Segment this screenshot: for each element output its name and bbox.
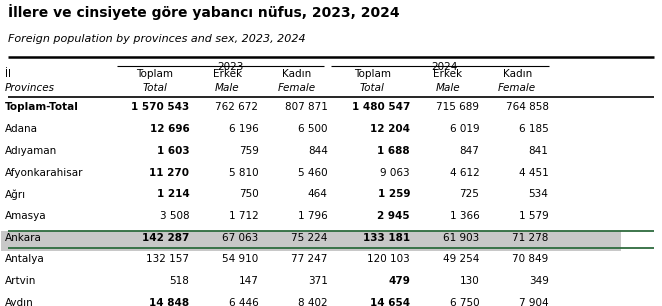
Text: 9 063: 9 063 [381,168,410,177]
Text: 11 270: 11 270 [149,168,189,177]
Text: Female: Female [498,83,536,93]
Text: Artvin: Artvin [5,276,36,286]
Text: 7 904: 7 904 [519,298,549,306]
Text: 762 672: 762 672 [216,103,258,112]
Text: Total: Total [359,83,385,93]
Text: 71 278: 71 278 [512,233,549,243]
Text: 6 185: 6 185 [519,124,549,134]
Text: 2023: 2023 [217,62,244,73]
Text: Foreign population by provinces and sex, 2023, 2024: Foreign population by provinces and sex,… [8,34,306,44]
Text: Aydın: Aydın [5,298,34,306]
Text: 61 903: 61 903 [443,233,479,243]
Text: 1 480 547: 1 480 547 [352,103,410,112]
Text: Amasya: Amasya [5,211,46,221]
Text: 67 063: 67 063 [222,233,258,243]
Text: 77 247: 77 247 [291,255,328,264]
Text: 5 460: 5 460 [298,168,328,177]
Text: Toplam: Toplam [136,69,173,79]
Text: Total: Total [142,83,167,93]
Text: 534: 534 [529,189,549,199]
FancyBboxPatch shape [1,231,621,251]
Text: 847: 847 [459,146,479,156]
Text: 479: 479 [388,276,410,286]
Text: 120 103: 120 103 [367,255,410,264]
Text: 49 254: 49 254 [443,255,479,264]
Text: İl: İl [5,69,11,79]
Text: 750: 750 [239,189,258,199]
Text: 133 181: 133 181 [363,233,410,243]
Text: 1 688: 1 688 [377,146,410,156]
Text: 12 696: 12 696 [150,124,189,134]
Text: 8 402: 8 402 [298,298,328,306]
Text: Adana: Adana [5,124,38,134]
Text: Kadın: Kadın [282,69,311,79]
Text: Adıyaman: Adıyaman [5,146,57,156]
Text: Toplam: Toplam [354,69,391,79]
Text: 6 446: 6 446 [229,298,258,306]
Text: Ağrı: Ağrı [5,189,26,200]
Text: 807 871: 807 871 [285,103,328,112]
Text: 1 570 543: 1 570 543 [131,103,189,112]
Text: 12 204: 12 204 [370,124,410,134]
Text: Ankara: Ankara [5,233,42,243]
Text: Erkek: Erkek [213,69,242,79]
Text: Erkek: Erkek [434,69,463,79]
Text: 6 750: 6 750 [449,298,479,306]
Text: 725: 725 [459,189,479,199]
Text: 142 287: 142 287 [142,233,189,243]
Text: 4 612: 4 612 [449,168,479,177]
Text: 715 689: 715 689 [436,103,479,112]
Text: 1 214: 1 214 [156,189,189,199]
Text: Male: Male [215,83,240,93]
Text: 6 500: 6 500 [298,124,328,134]
Text: 1 259: 1 259 [377,189,410,199]
Text: 6 019: 6 019 [449,124,479,134]
Text: Female: Female [277,83,316,93]
Text: 759: 759 [238,146,258,156]
Text: 147: 147 [238,276,258,286]
Text: 5 810: 5 810 [229,168,258,177]
Text: 14 848: 14 848 [149,298,189,306]
Text: 1 366: 1 366 [449,211,479,221]
Text: 2024: 2024 [432,62,458,73]
Text: 841: 841 [529,146,549,156]
Text: 6 196: 6 196 [229,124,258,134]
Text: 1 579: 1 579 [519,211,549,221]
Text: Antalya: Antalya [5,255,44,264]
Text: 464: 464 [308,189,328,199]
Text: 518: 518 [169,276,189,286]
Text: 1 603: 1 603 [157,146,189,156]
Text: 3 508: 3 508 [160,211,189,221]
Text: Kadın: Kadın [502,69,532,79]
Text: 844: 844 [308,146,328,156]
Text: 4 451: 4 451 [519,168,549,177]
Text: Male: Male [436,83,460,93]
Text: 1 712: 1 712 [229,211,258,221]
Text: 371: 371 [308,276,328,286]
Text: 70 849: 70 849 [512,255,549,264]
Text: 54 910: 54 910 [222,255,258,264]
Text: Toplam-Total: Toplam-Total [5,103,79,112]
Text: 132 157: 132 157 [146,255,189,264]
Text: 130: 130 [459,276,479,286]
Text: İllere ve cinsiyete göre yabancı nüfus, 2023, 2024: İllere ve cinsiyete göre yabancı nüfus, … [8,4,400,20]
Text: Afyonkarahisar: Afyonkarahisar [5,168,83,177]
Text: 2 945: 2 945 [377,211,410,221]
Text: Provinces: Provinces [5,83,55,93]
Text: 75 224: 75 224 [291,233,328,243]
Text: 349: 349 [529,276,549,286]
Text: 1 796: 1 796 [298,211,328,221]
Text: 764 858: 764 858 [506,103,549,112]
Text: 14 654: 14 654 [370,298,410,306]
